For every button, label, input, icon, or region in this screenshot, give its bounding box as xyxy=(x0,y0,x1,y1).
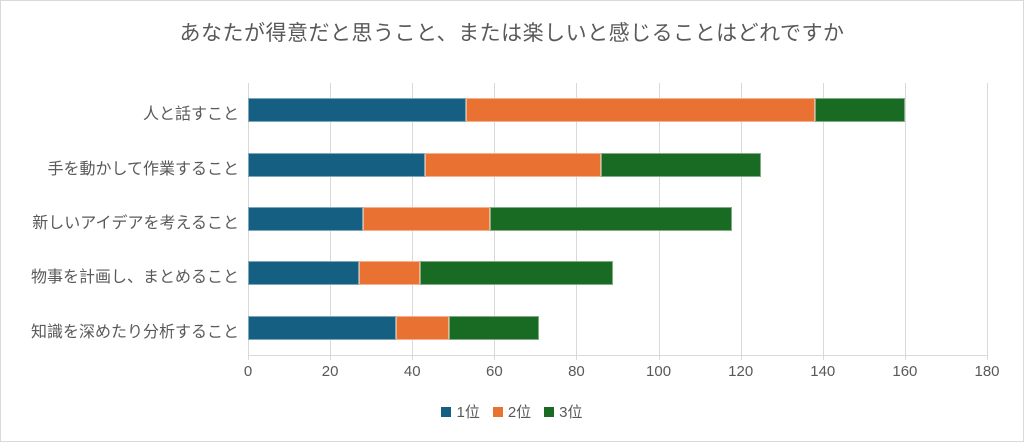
legend-swatch xyxy=(492,406,503,417)
legend-label: 1位 xyxy=(456,404,480,421)
bar-segment-2位 xyxy=(362,207,491,231)
legend-item-1位: 1位 xyxy=(441,401,480,422)
category-label: 知識を深めたり分析すること xyxy=(30,323,239,341)
x-axis-tick-label: 0 xyxy=(243,363,253,380)
x-axis-tick xyxy=(987,356,988,360)
gridline xyxy=(740,83,742,355)
category-label: 手を動かして作業すること xyxy=(47,160,239,178)
chart-title: あなたが得意だと思うこと、または楽しいと感じることはどれですか xyxy=(179,22,845,45)
bar-segment-2位 xyxy=(358,261,421,286)
bar-segment-3位 xyxy=(814,98,905,123)
x-axis-tick-label: 40 xyxy=(403,363,421,380)
bar-row xyxy=(248,315,540,340)
bar-segment-1位 xyxy=(248,207,363,231)
bar-row xyxy=(248,98,905,123)
x-axis-tick-label: 100 xyxy=(646,363,672,380)
legend-label: 3位 xyxy=(559,404,583,421)
x-axis-tick xyxy=(494,356,496,360)
legend-swatch xyxy=(544,406,555,417)
value-axis-line xyxy=(248,355,988,356)
category-label: 物事を計画し、まとめること xyxy=(30,269,239,287)
bar-segment-3位 xyxy=(490,207,733,231)
x-axis-tick xyxy=(248,356,249,360)
bar-segment-1位 xyxy=(248,98,466,123)
x-axis-tick xyxy=(330,356,332,360)
x-axis-tick xyxy=(412,356,414,360)
legend-label: 2位 xyxy=(507,404,532,421)
x-axis-tick-label: 20 xyxy=(321,363,339,380)
x-axis-tick-label: 60 xyxy=(485,363,503,380)
x-axis-tick xyxy=(822,356,824,360)
bar-segment-1位 xyxy=(248,261,359,286)
legend-item-2位: 2位 xyxy=(492,401,532,422)
legend: 1位 2位 3位 xyxy=(1,401,1023,422)
x-axis-tick xyxy=(740,356,742,360)
bar-segment-2位 xyxy=(395,315,450,340)
x-axis-tick-label: 140 xyxy=(810,363,836,380)
x-axis-tick-label: 160 xyxy=(892,363,918,380)
bar-segment-3位 xyxy=(449,315,540,340)
legend-swatch xyxy=(441,406,452,417)
bar-segment-3位 xyxy=(420,261,614,286)
bar-segment-1位 xyxy=(248,152,425,177)
legend-item-3位: 3位 xyxy=(544,401,583,422)
bar-segment-2位 xyxy=(424,152,602,177)
x-axis-tick xyxy=(658,356,660,360)
bar-row xyxy=(248,207,733,231)
x-axis-tick xyxy=(904,356,906,360)
plot-area xyxy=(248,83,988,355)
gridline xyxy=(904,83,906,355)
x-axis-tick-label: 120 xyxy=(728,363,754,380)
bar-segment-2位 xyxy=(465,98,815,123)
bar-row xyxy=(248,152,762,177)
category-label: 人と話すこと xyxy=(142,106,239,124)
x-axis-tick-label: 80 xyxy=(568,363,585,380)
gridline xyxy=(987,83,988,355)
bar-row xyxy=(248,261,614,286)
bar-segment-1位 xyxy=(248,315,396,340)
category-label: 新しいアイデアを考えること xyxy=(32,215,239,232)
x-axis-tick-label: 180 xyxy=(974,363,1000,380)
x-axis-tick xyxy=(576,356,578,360)
gridline xyxy=(822,83,824,355)
bar-segment-3位 xyxy=(601,152,762,177)
